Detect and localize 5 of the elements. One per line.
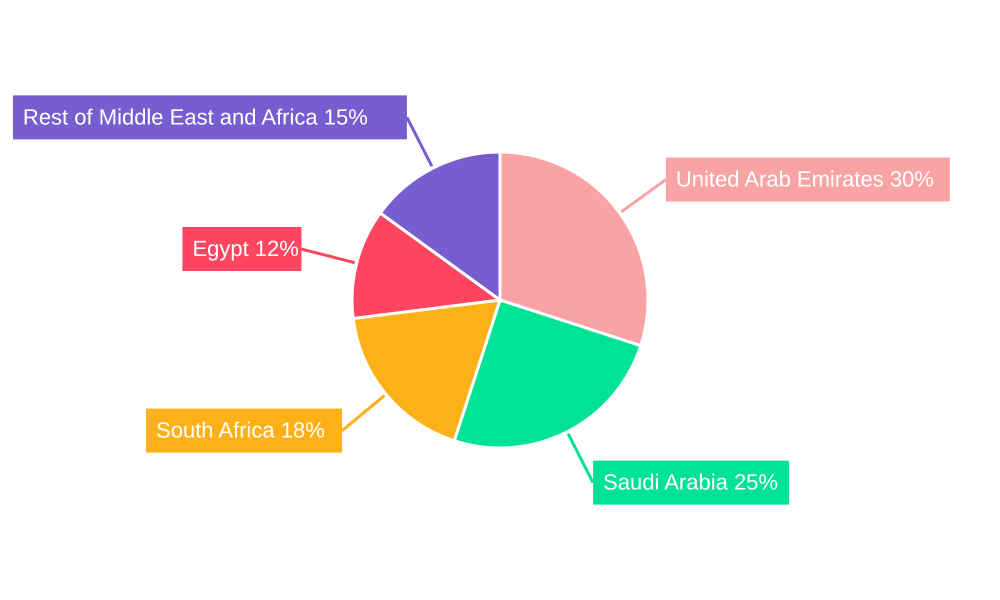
slice-label: United Arab Emirates 30% [676, 166, 934, 192]
slice-label: Saudi Arabia 25% [603, 470, 778, 495]
slice-label: Rest of Middle East and Africa 15% [22, 104, 368, 130]
slice-label: Egypt 12% [192, 236, 299, 262]
slice-label: South Africa 18% [156, 418, 325, 443]
